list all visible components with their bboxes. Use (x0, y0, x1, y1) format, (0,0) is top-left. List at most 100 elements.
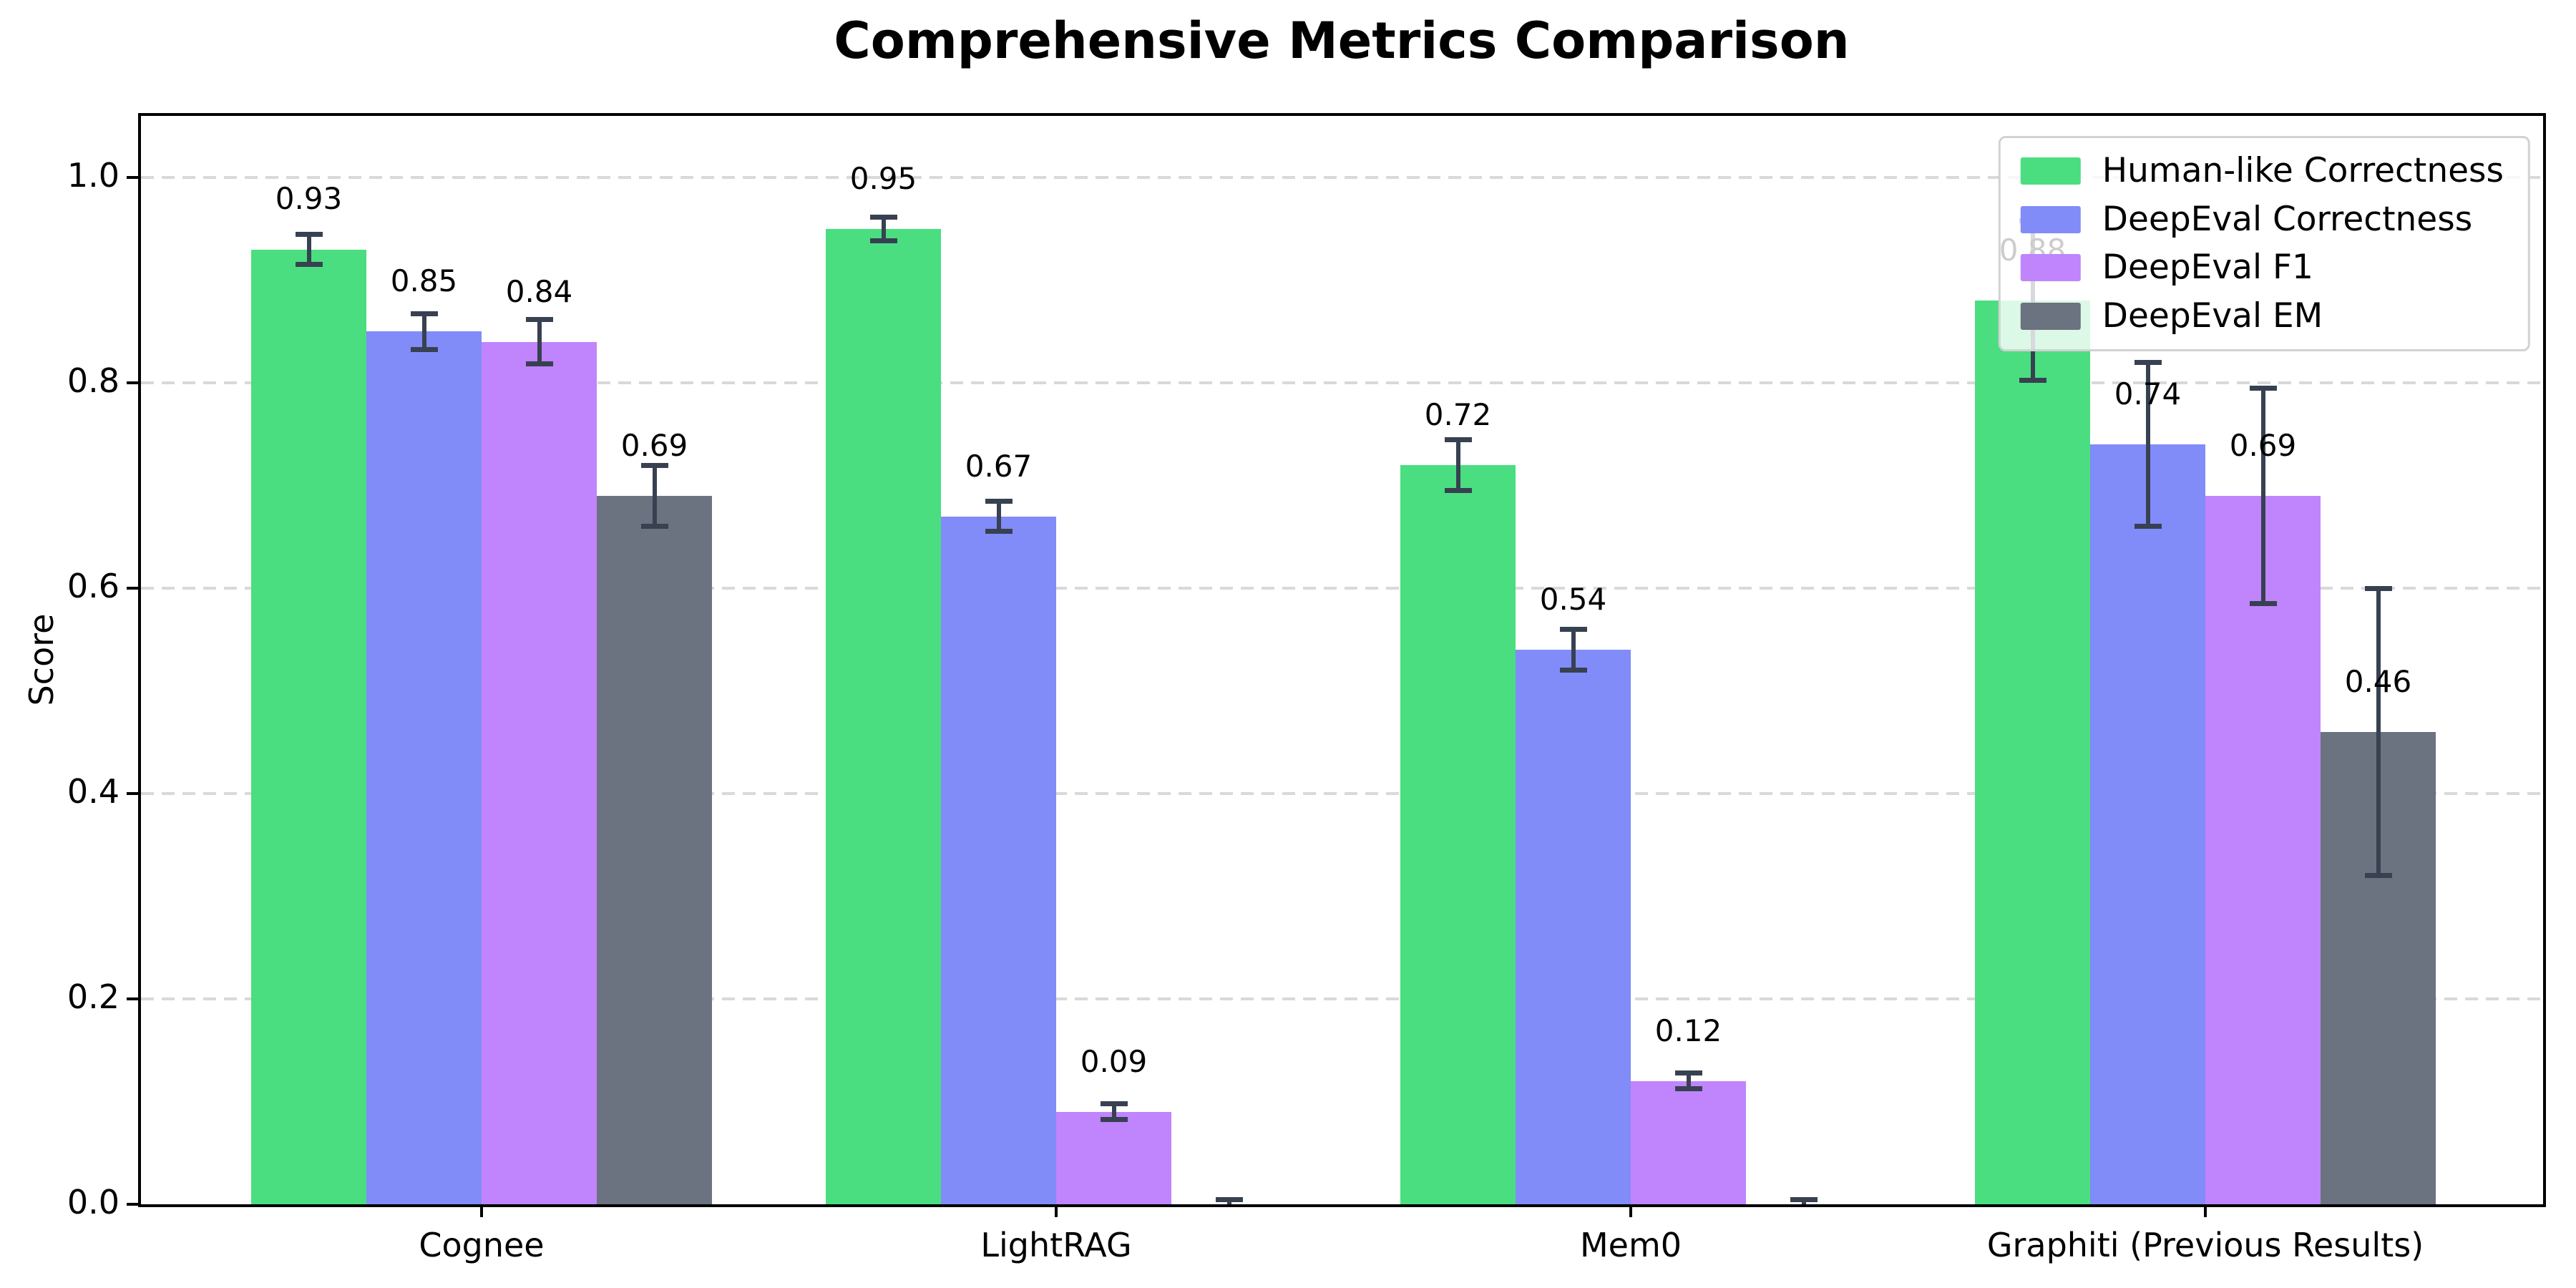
x-tick-label: Mem0 (1579, 1226, 1682, 1264)
gridline (141, 997, 2543, 1001)
bar (1975, 301, 2090, 1204)
error-bar-cap-bottom (640, 523, 668, 529)
error-bar-cap-top (2134, 360, 2162, 366)
error-bar-cap-top (1444, 436, 1472, 442)
bar (1516, 650, 1631, 1204)
bar-value-label: 0.67 (965, 448, 1033, 484)
y-tick-label: 0.6 (67, 567, 119, 606)
legend-item-label: DeepEval Correctness (2102, 199, 2473, 239)
bar-value-label: 0.09 (1080, 1043, 1148, 1079)
bar-value-label: 0.72 (1424, 396, 1492, 432)
y-tick-mark (127, 792, 140, 796)
y-tick-mark (127, 381, 140, 385)
bar-value-label: 0.46 (2344, 663, 2412, 699)
error-bar-cap-top (525, 317, 553, 323)
error-bar-cap-bottom (985, 529, 1013, 535)
error-bar-line (1111, 1103, 1116, 1121)
bar (941, 516, 1056, 1204)
bar (366, 331, 482, 1204)
legend-item-label: DeepEval F1 (2102, 248, 2313, 288)
x-tick-label: LightRAG (980, 1226, 1132, 1264)
error-bar-cap-bottom (1559, 667, 1587, 673)
error-bar-line (996, 501, 1001, 532)
error-bar-line (1571, 629, 1576, 670)
y-tick-label: 1.0 (67, 156, 119, 195)
error-bar-line (1455, 439, 1460, 491)
y-tick-mark (127, 176, 140, 180)
gridline (141, 176, 2543, 180)
legend-item: Human-like Correctness (2020, 151, 2504, 190)
bar (597, 495, 712, 1204)
bar-value-label: 0.69 (2229, 427, 2297, 463)
error-bar-cap-bottom (2134, 523, 2162, 529)
error-bar-line (2145, 362, 2150, 527)
error-bar-line (2376, 588, 2381, 876)
bar-value-label: 0.69 (620, 427, 688, 463)
y-tick-label: 0.8 (67, 361, 119, 401)
x-tick-mark (2204, 1206, 2207, 1217)
error-bar-line (881, 216, 886, 242)
chart-title: Comprehensive Metrics Comparison (834, 11, 1850, 70)
bar (251, 249, 366, 1204)
bar (1631, 1080, 1746, 1204)
error-bar-line (537, 319, 542, 365)
error-bar-cap-bottom (295, 262, 323, 268)
legend-item: DeepEval EM (2020, 296, 2504, 336)
error-bar-cap-top (1790, 1196, 1818, 1202)
bar-value-label: 0.12 (1654, 1013, 1722, 1048)
error-bar-line (421, 313, 426, 351)
error-bar-line (2260, 388, 2265, 604)
error-bar-cap-top (2249, 386, 2277, 391)
error-bar-cap-bottom (2249, 600, 2277, 606)
legend-swatch-icon (2020, 254, 2081, 282)
y-tick-mark (127, 997, 140, 1001)
error-bar-cap-top (1674, 1070, 1702, 1076)
legend-item: DeepEval Correctness (2020, 199, 2504, 239)
x-tick-mark (1055, 1206, 1058, 1217)
error-bar-cap-top (295, 232, 323, 237)
error-bar-cap-top (1559, 627, 1587, 633)
bar (482, 341, 597, 1204)
bar-value-label: 0.54 (1539, 582, 1607, 618)
error-bar-cap-bottom (2019, 378, 2046, 384)
bar (826, 228, 941, 1204)
error-bar-cap-bottom (525, 361, 553, 367)
gridline (141, 587, 2543, 590)
bar (2090, 444, 2205, 1204)
error-bar-cap-bottom (1100, 1117, 1128, 1123)
gridline (141, 381, 2543, 385)
legend-item: DeepEval F1 (2020, 248, 2504, 288)
error-bar-cap-bottom (410, 347, 438, 353)
error-bar-cap-bottom (1674, 1086, 1702, 1092)
legend-item-label: Human-like Correctness (2102, 151, 2504, 190)
y-tick-mark (127, 587, 140, 590)
error-bar-cap-top (2364, 586, 2392, 592)
error-bar-cap-bottom (869, 238, 897, 244)
bar-value-label: 0.74 (2114, 376, 2182, 412)
error-bar-cap-bottom (2364, 872, 2392, 878)
x-tick-mark (1629, 1206, 1632, 1217)
error-bar-cap-top (869, 214, 897, 220)
legend: Human-like Correctness DeepEval Correctne… (1998, 136, 2530, 351)
error-bar-cap-top (640, 462, 668, 468)
x-tick-mark (480, 1206, 483, 1217)
error-bar-line (306, 234, 311, 265)
error-bar-cap-top (985, 499, 1013, 504)
error-bar-cap-top (1100, 1101, 1128, 1107)
y-tick-label: 0.4 (67, 772, 119, 811)
error-bar-cap-top (1215, 1196, 1243, 1202)
error-bar-line (652, 464, 657, 527)
bar-value-label: 0.95 (849, 160, 917, 196)
legend-item-label: DeepEval EM (2102, 296, 2323, 336)
gridline (141, 792, 2543, 796)
bar-value-label: 0.84 (505, 273, 573, 309)
error-bar-cap-bottom (1444, 487, 1472, 493)
bar (1400, 464, 1516, 1204)
error-bar-cap-top (410, 311, 438, 316)
bar (2205, 495, 2321, 1204)
legend-swatch-icon (2020, 157, 2081, 185)
legend-swatch-icon (2020, 302, 2081, 330)
error-bar-line (1686, 1073, 1691, 1090)
bar-value-label: 0.85 (390, 263, 458, 299)
